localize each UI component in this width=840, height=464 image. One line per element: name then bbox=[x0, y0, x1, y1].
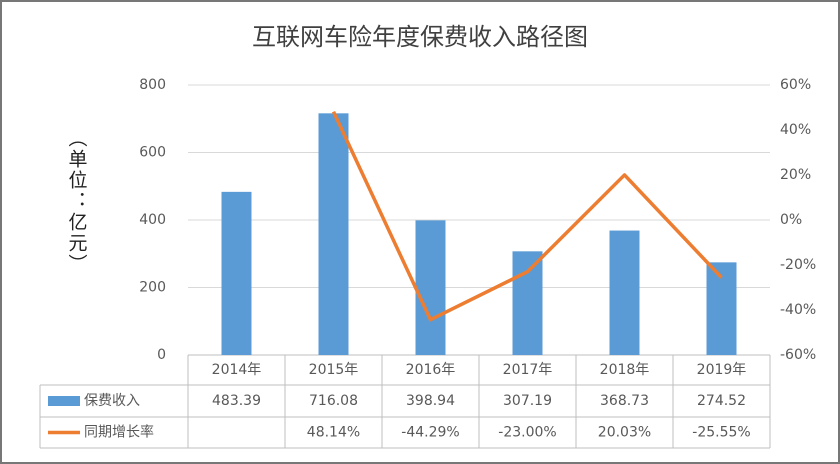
x-tick-label: 2018年 bbox=[600, 362, 650, 378]
table-value: 483.39 bbox=[212, 393, 261, 409]
y-tick-label: 200 bbox=[139, 280, 166, 296]
x-tick-label: 2014年 bbox=[212, 362, 262, 378]
x-tick-label: 2016年 bbox=[406, 362, 456, 378]
legend-label: 保费收入 bbox=[84, 393, 140, 409]
legend-label: 同期增长率 bbox=[84, 424, 154, 441]
chart-title: 互联网车险年度保费收入路径图 bbox=[252, 23, 588, 51]
x-tick-label: 2015年 bbox=[309, 362, 359, 378]
x-tick-label: 2019年 bbox=[697, 362, 747, 378]
table-value: 398.94 bbox=[406, 393, 455, 409]
table-value: 20.03% bbox=[598, 425, 651, 441]
table-value: 307.19 bbox=[503, 393, 552, 409]
x-tick-label: 2017年 bbox=[503, 362, 553, 378]
legend-swatch bbox=[48, 396, 80, 406]
y2-tick-label: 40% bbox=[780, 122, 811, 138]
y2-tick-label: -60% bbox=[780, 347, 816, 363]
bar bbox=[706, 262, 737, 355]
table-value: 368.73 bbox=[600, 393, 649, 409]
y-tick-label: 800 bbox=[139, 77, 166, 93]
y2-tick-label: 20% bbox=[780, 167, 811, 183]
y2-tick-label: -20% bbox=[780, 257, 816, 273]
bar bbox=[512, 251, 543, 355]
y2-tick-label: 0% bbox=[780, 212, 802, 228]
y-tick-label: 0 bbox=[157, 347, 166, 363]
bar bbox=[221, 191, 252, 355]
bar bbox=[415, 220, 446, 355]
table-value: 274.52 bbox=[697, 393, 746, 409]
table-value: -25.55% bbox=[692, 425, 750, 441]
y-axis-label: （单位：亿元） bbox=[66, 128, 88, 275]
table-value: -44.29% bbox=[401, 425, 459, 441]
bar bbox=[318, 113, 349, 355]
bar bbox=[609, 230, 640, 355]
line bbox=[331, 110, 723, 322]
y2-tick-label: -40% bbox=[780, 302, 816, 318]
table-value: 716.08 bbox=[309, 393, 358, 409]
y2-tick-label: 60% bbox=[780, 77, 811, 93]
table-value: 48.14% bbox=[307, 425, 360, 441]
table-value: -23.00% bbox=[498, 425, 556, 441]
y-tick-label: 400 bbox=[139, 212, 166, 228]
y-tick-label: 600 bbox=[139, 145, 166, 161]
